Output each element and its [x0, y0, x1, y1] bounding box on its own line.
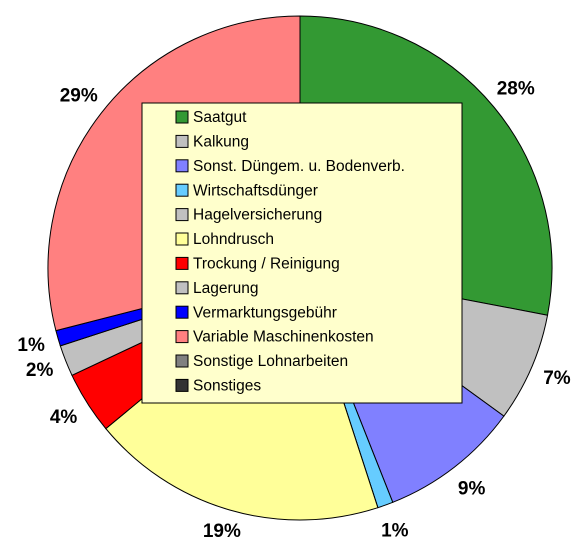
legend-label: Saatgut — [193, 109, 247, 126]
legend-swatch — [175, 256, 189, 270]
legend-label: Sonst. Düngem. u. Bodenverb. — [193, 158, 405, 175]
legend: Saatgut Kalkung Sonst. Düngem. u. Bodenver… — [141, 102, 463, 404]
legend-label: Sonstige Lohnarbeiten — [193, 353, 348, 370]
legend-swatch — [175, 378, 189, 392]
legend-swatch — [175, 281, 189, 295]
legend-label: Lagerung — [193, 280, 259, 297]
legend-swatch — [175, 330, 189, 344]
legend-swatch — [175, 208, 189, 222]
data-label: 4% — [50, 407, 78, 428]
legend-label: Trockung / Reinigung — [193, 255, 340, 272]
legend-label: Kalkung — [193, 133, 249, 150]
legend-swatch — [175, 232, 189, 246]
legend-swatch — [175, 305, 189, 319]
legend-label: Sonstiges — [193, 377, 261, 394]
legend-label: Vermarktungsgebühr — [193, 304, 337, 321]
legend-swatch — [175, 354, 189, 368]
data-label: 28% — [497, 79, 535, 100]
data-label: 2% — [26, 360, 54, 381]
data-label: 29% — [60, 85, 98, 106]
data-label: 19% — [203, 521, 241, 542]
legend-box — [141, 102, 463, 404]
legend-swatch — [175, 134, 189, 148]
data-label: 1% — [381, 520, 409, 541]
legend-label: Hagelversicherung — [193, 207, 322, 224]
legend-swatch — [175, 110, 189, 124]
legend-swatch — [175, 159, 189, 173]
legend-swatch — [175, 183, 189, 197]
legend-label: Wirtschaftsdünger — [193, 182, 318, 199]
legend-label: Variable Maschinenkosten — [193, 329, 374, 346]
data-label: 1% — [17, 335, 45, 356]
legend-label: Lohndrusch — [193, 231, 274, 248]
data-label: 7% — [543, 368, 571, 389]
data-label: 9% — [458, 478, 486, 499]
